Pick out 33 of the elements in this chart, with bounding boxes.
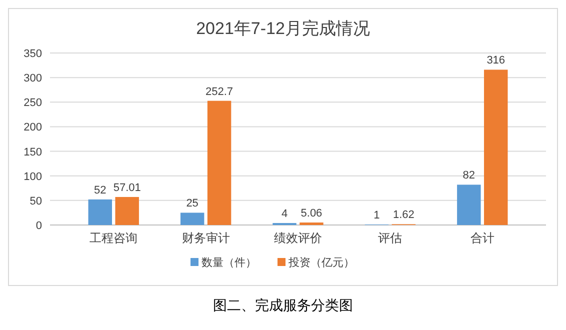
- x-tick-label: 绩效评价: [274, 231, 322, 245]
- data-label: 4: [281, 208, 288, 220]
- bar: [207, 100, 232, 225]
- x-tick-label: 工程咨询: [90, 231, 138, 245]
- x-tick-label: 评估: [378, 231, 402, 245]
- y-tick-label: 150: [24, 146, 42, 158]
- x-tick-label: 财务审计: [182, 231, 230, 245]
- y-tick-label: 200: [24, 122, 42, 134]
- legend-label: 数量（件）: [202, 257, 256, 269]
- legend-label: 投资（亿元）: [288, 257, 354, 269]
- bar: [88, 199, 112, 225]
- data-label: 252.7: [206, 86, 234, 98]
- data-label: 5.06: [300, 208, 322, 220]
- y-tick-label: 50: [30, 195, 42, 208]
- y-tick-label: 100: [24, 170, 42, 183]
- y-tick-label: 250: [24, 97, 42, 110]
- data-label: 82: [462, 170, 476, 182]
- bar: [457, 184, 481, 225]
- y-tick-label: 350: [24, 48, 42, 60]
- data-label: 25: [186, 198, 198, 210]
- x-tick-label: 合计: [470, 231, 494, 245]
- bar: [180, 212, 204, 225]
- data-label: 52: [94, 184, 106, 196]
- data-label: 316: [486, 54, 506, 67]
- data-label: 57.01: [113, 182, 141, 194]
- y-tick-label: 300: [24, 72, 42, 85]
- y-tick-label: 0: [36, 220, 42, 232]
- chart-title: 2021年7-12月完成情况: [196, 19, 370, 38]
- text: 图二、完成服务分类图: [213, 298, 353, 314]
- data-label: 1: [374, 210, 380, 222]
- bar: [484, 70, 508, 225]
- data-label: 1.62: [392, 209, 414, 222]
- bar: [115, 196, 139, 225]
